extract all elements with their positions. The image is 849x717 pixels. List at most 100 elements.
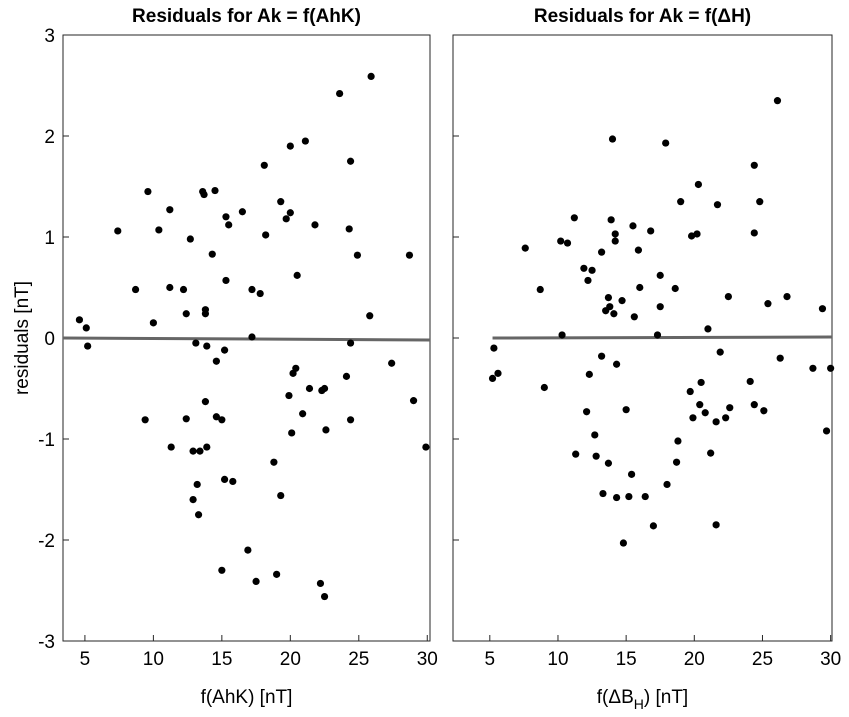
x-tick-label: 25 <box>348 649 369 670</box>
data-point <box>260 161 268 169</box>
data-point <box>342 372 351 380</box>
data-point <box>622 406 630 414</box>
y-tick-label: 0 <box>44 329 55 350</box>
data-point <box>346 339 355 347</box>
data-point <box>238 208 246 216</box>
data-point <box>490 344 498 352</box>
data-point <box>704 325 712 333</box>
data-point <box>809 364 817 372</box>
data-point <box>672 458 681 466</box>
y-tick-label: -2 <box>38 531 55 552</box>
data-point <box>653 331 662 339</box>
data-point <box>563 239 572 247</box>
data-point <box>592 452 600 460</box>
data-point <box>707 449 715 457</box>
data-point <box>286 142 294 150</box>
data-point <box>712 418 720 426</box>
data-point <box>776 354 784 362</box>
data-point <box>208 250 216 258</box>
data-point <box>225 221 233 229</box>
data-point <box>270 458 278 466</box>
data-point <box>656 303 664 311</box>
data-point <box>608 135 617 143</box>
data-point <box>155 226 163 234</box>
data-point <box>212 357 220 365</box>
data-point <box>746 377 754 386</box>
data-point <box>292 364 300 372</box>
data-point <box>256 289 264 298</box>
data-point <box>262 231 270 239</box>
data-point <box>494 369 502 377</box>
chart-title: Residuals for Ak = f(ΔH) <box>534 6 751 27</box>
data-point <box>712 521 720 529</box>
data-point <box>662 139 670 147</box>
data-point <box>726 404 734 412</box>
data-point <box>636 283 644 292</box>
data-point <box>192 339 200 347</box>
data-point <box>611 237 619 245</box>
data-point <box>629 222 637 230</box>
data-point <box>663 480 671 489</box>
data-point <box>671 284 679 293</box>
x-axis-label: f(AhK) [nT] <box>201 687 293 708</box>
data-point <box>521 244 529 252</box>
data-point <box>244 546 252 554</box>
y-tick-label: 1 <box>44 228 55 249</box>
x-tick-label: 15 <box>616 649 637 670</box>
data-point <box>585 370 593 378</box>
data-point <box>760 407 768 415</box>
data-point <box>203 342 211 350</box>
x-tick-label: 10 <box>547 649 568 670</box>
data-point <box>584 276 592 285</box>
data-point <box>686 387 694 396</box>
data-point <box>141 416 149 424</box>
x-tick-label: 5 <box>80 649 91 670</box>
data-point <box>84 342 92 350</box>
data-point <box>345 225 353 233</box>
data-point <box>222 213 230 221</box>
data-point <box>166 206 174 214</box>
data-point <box>696 401 704 409</box>
x-tick-label: 30 <box>820 649 841 670</box>
data-point <box>367 72 375 81</box>
data-point <box>604 294 613 302</box>
data-point <box>716 348 724 356</box>
data-point <box>756 198 764 206</box>
data-point <box>273 570 281 578</box>
data-point <box>610 310 618 318</box>
data-point <box>149 319 157 327</box>
data-point <box>167 443 175 451</box>
data-point <box>82 324 90 332</box>
fit-line <box>492 335 833 340</box>
x-axis-label-part: f(ΔB <box>597 687 634 708</box>
x-tick-label: 30 <box>417 649 438 670</box>
data-point <box>580 264 588 272</box>
data-point <box>488 374 497 382</box>
data-point <box>182 310 190 318</box>
data-point <box>166 283 174 292</box>
data-point <box>299 410 307 418</box>
data-point <box>598 248 606 256</box>
data-point <box>422 443 430 451</box>
data-point <box>750 229 758 237</box>
data-point <box>201 398 210 406</box>
data-point <box>599 489 607 498</box>
data-point <box>588 266 596 274</box>
data-point <box>286 209 294 217</box>
data-point <box>649 522 658 530</box>
data-point <box>612 493 621 502</box>
x-tick-label: 20 <box>280 649 301 670</box>
data-point <box>677 198 685 206</box>
data-point <box>606 303 614 311</box>
data-point <box>218 566 226 574</box>
data-point <box>570 214 578 222</box>
data-point <box>619 539 628 547</box>
data-point <box>194 511 203 519</box>
x-axis-label-part: H <box>634 696 644 712</box>
data-point <box>598 352 606 360</box>
y-tick-label: 2 <box>44 127 55 148</box>
data-point <box>557 237 565 245</box>
data-point <box>179 285 188 294</box>
data-point <box>322 426 330 434</box>
